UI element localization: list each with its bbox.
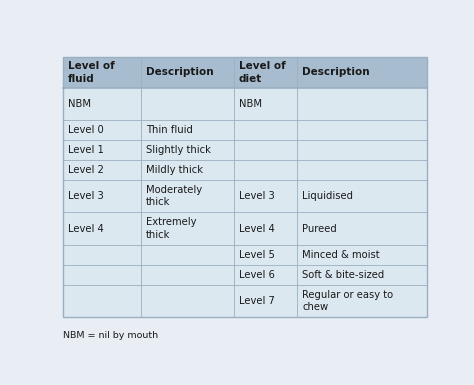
FancyBboxPatch shape (141, 57, 234, 88)
Text: Level 2: Level 2 (68, 165, 104, 175)
FancyBboxPatch shape (63, 88, 427, 120)
Text: Soft & bite-sized: Soft & bite-sized (302, 270, 384, 280)
Text: Extremely
thick: Extremely thick (146, 218, 196, 240)
Text: Description: Description (302, 67, 370, 77)
Text: Level 0: Level 0 (68, 125, 103, 135)
Text: Level 5: Level 5 (238, 250, 274, 260)
Text: Level 4: Level 4 (68, 224, 103, 234)
Text: Level 1: Level 1 (68, 145, 104, 155)
FancyBboxPatch shape (63, 160, 427, 179)
FancyBboxPatch shape (63, 245, 427, 265)
FancyBboxPatch shape (298, 57, 427, 88)
Text: Liquidised: Liquidised (302, 191, 353, 201)
Text: Description: Description (146, 67, 213, 77)
FancyBboxPatch shape (63, 179, 427, 212)
Text: Level 7: Level 7 (238, 296, 274, 306)
Text: Level 4: Level 4 (238, 224, 274, 234)
Text: NBM: NBM (68, 99, 91, 109)
Text: Level 3: Level 3 (68, 191, 103, 201)
Text: Level 6: Level 6 (238, 270, 274, 280)
Text: Level of
diet: Level of diet (238, 61, 285, 84)
FancyBboxPatch shape (234, 57, 298, 88)
Text: Level of
fluid: Level of fluid (68, 61, 114, 84)
Text: NBM: NBM (238, 99, 262, 109)
FancyBboxPatch shape (63, 285, 427, 318)
Text: Moderately
thick: Moderately thick (146, 185, 202, 207)
FancyBboxPatch shape (63, 120, 427, 140)
Text: Regular or easy to
chew: Regular or easy to chew (302, 290, 393, 312)
FancyBboxPatch shape (63, 265, 427, 285)
FancyBboxPatch shape (63, 140, 427, 160)
Text: Slightly thick: Slightly thick (146, 145, 211, 155)
Text: Thin fluid: Thin fluid (146, 125, 193, 135)
Text: Pureed: Pureed (302, 224, 337, 234)
Text: NBM = nil by mouth: NBM = nil by mouth (63, 331, 158, 340)
Text: Level 3: Level 3 (238, 191, 274, 201)
Text: Minced & moist: Minced & moist (302, 250, 380, 260)
Text: Mildly thick: Mildly thick (146, 165, 203, 175)
FancyBboxPatch shape (63, 212, 427, 245)
FancyBboxPatch shape (63, 57, 141, 88)
